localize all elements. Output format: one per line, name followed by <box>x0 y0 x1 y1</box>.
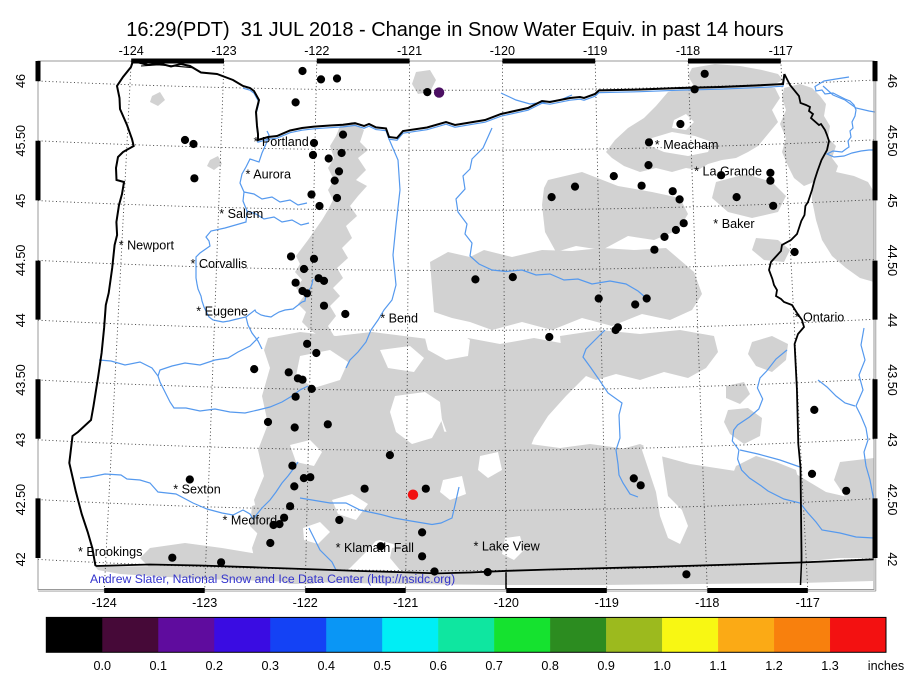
svg-text:* Baker: * Baker <box>713 217 754 231</box>
svg-text:1.2: 1.2 <box>765 659 783 673</box>
svg-text:0.7: 0.7 <box>485 659 503 673</box>
svg-text:1.0: 1.0 <box>653 659 671 673</box>
svg-text:16:29(PDT) 31 JUL 2018 - Chan: 16:29(PDT) 31 JUL 2018 - Change in Snow … <box>126 19 783 41</box>
svg-text:* Medford: * Medford <box>223 514 278 528</box>
svg-text:0.4: 0.4 <box>317 659 335 673</box>
svg-text:0.6: 0.6 <box>429 659 447 673</box>
svg-text:0.0: 0.0 <box>94 659 112 673</box>
svg-text:-124: -124 <box>119 44 144 58</box>
svg-text:1.1: 1.1 <box>709 659 727 673</box>
svg-text:-123: -123 <box>211 44 236 58</box>
svg-text:-118: -118 <box>676 44 700 58</box>
svg-text:44: 44 <box>14 313 28 327</box>
svg-text:-122: -122 <box>293 596 318 610</box>
svg-text:46: 46 <box>14 74 28 88</box>
svg-text:-119: -119 <box>595 596 619 610</box>
svg-text:42.50: 42.50 <box>14 484 28 516</box>
svg-text:* Klamath Fall: * Klamath Fall <box>336 541 414 555</box>
svg-text:* Salem: * Salem <box>219 207 263 221</box>
svg-text:* Ontario: * Ontario <box>795 310 845 324</box>
svg-text:-121: -121 <box>397 44 422 58</box>
svg-text:-118: -118 <box>695 596 719 610</box>
svg-text:* La Grande: * La Grande <box>694 165 762 179</box>
svg-text:-119: -119 <box>583 44 607 58</box>
svg-text:45: 45 <box>14 194 28 208</box>
svg-text:43.50: 43.50 <box>14 364 28 396</box>
svg-text:0.8: 0.8 <box>541 659 559 673</box>
svg-text:-120: -120 <box>494 596 519 610</box>
svg-text:-117: -117 <box>769 44 793 58</box>
svg-text:0.1: 0.1 <box>150 659 168 673</box>
svg-text:0.5: 0.5 <box>373 659 391 673</box>
svg-text:44.50: 44.50 <box>14 245 28 277</box>
svg-text:-122: -122 <box>304 44 329 58</box>
svg-text:-124: -124 <box>92 596 117 610</box>
svg-text:42: 42 <box>885 552 899 566</box>
svg-text:45: 45 <box>885 194 899 208</box>
svg-text:Andrew Slater, National Snow a: Andrew Slater, National Snow and Ice Dat… <box>90 572 455 586</box>
svg-text:* Aurora: * Aurora <box>246 167 292 181</box>
svg-text:-121: -121 <box>393 596 418 610</box>
svg-text:43: 43 <box>885 433 899 447</box>
svg-text:44.50: 44.50 <box>885 245 899 277</box>
svg-text:0.2: 0.2 <box>205 659 223 673</box>
svg-text:* Portland: * Portland <box>254 135 309 149</box>
svg-text:* Newport: * Newport <box>119 239 175 253</box>
svg-text:* Sexton: * Sexton <box>173 482 221 496</box>
svg-text:1.3: 1.3 <box>821 659 839 673</box>
svg-text:-117: -117 <box>796 596 820 610</box>
svg-text:42: 42 <box>14 552 28 566</box>
svg-text:* Brookings: * Brookings <box>78 545 142 559</box>
svg-text:* Lake View: * Lake View <box>474 540 541 554</box>
svg-text:45.50: 45.50 <box>885 125 899 157</box>
svg-text:* Corvallis: * Corvallis <box>191 257 248 271</box>
svg-text:inches: inches <box>868 659 904 673</box>
svg-text:0.9: 0.9 <box>597 659 615 673</box>
svg-text:43: 43 <box>14 433 28 447</box>
svg-text:42.50: 42.50 <box>885 484 899 516</box>
svg-text:43.50: 43.50 <box>885 364 899 396</box>
svg-text:45.50: 45.50 <box>14 125 28 157</box>
svg-text:* Bend: * Bend <box>380 311 418 325</box>
svg-text:46: 46 <box>885 74 899 88</box>
svg-text:-120: -120 <box>490 44 515 58</box>
svg-text:* Eugene: * Eugene <box>196 304 248 318</box>
svg-text:-123: -123 <box>192 596 217 610</box>
svg-text:44: 44 <box>885 313 899 327</box>
svg-text:0.3: 0.3 <box>261 659 279 673</box>
svg-text:* Meacham: * Meacham <box>655 138 719 152</box>
